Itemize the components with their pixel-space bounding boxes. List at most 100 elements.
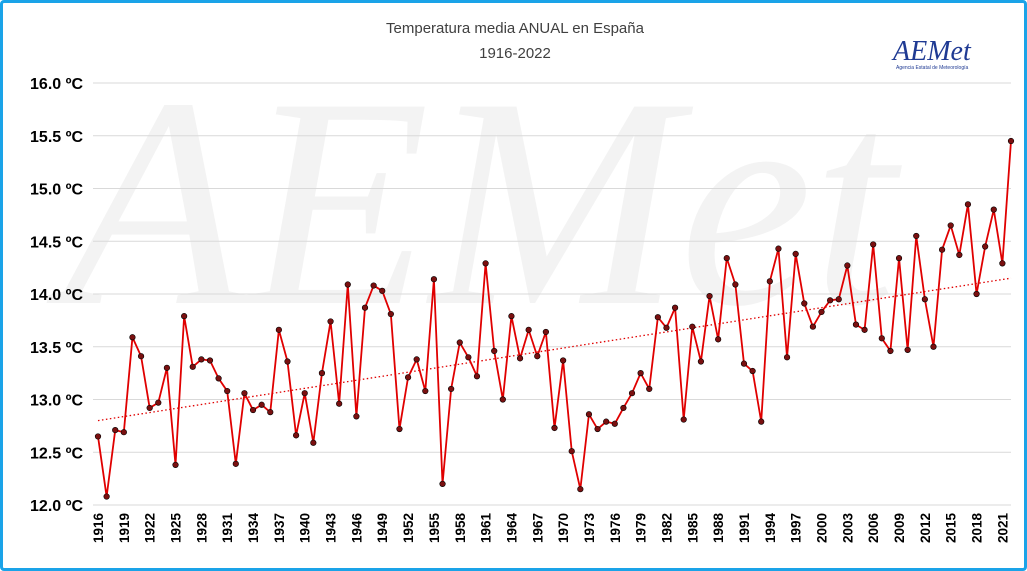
data-point (663, 324, 670, 331)
x-tick-label: 1964 (504, 513, 519, 544)
data-point (680, 416, 687, 423)
x-tick-label: 1943 (324, 513, 339, 544)
x-tick-label: 1961 (479, 513, 494, 544)
x-tick-label: 1970 (556, 513, 571, 543)
data-point (448, 385, 455, 393)
data-point (568, 448, 575, 455)
data-point (249, 406, 257, 414)
logo-subtitle: Agencia Estatal de Meteorología (896, 65, 968, 71)
gridlines (93, 82, 1011, 506)
data-point (172, 461, 179, 469)
data-point (534, 353, 541, 360)
data-point (792, 250, 799, 258)
data-point (878, 335, 885, 342)
x-tick-label: 2015 (944, 513, 959, 544)
data-point (336, 400, 343, 407)
data-point (783, 354, 791, 361)
data-point (241, 390, 248, 397)
data-point (654, 314, 661, 321)
data-point (913, 232, 920, 240)
x-tick-label: 1958 (453, 513, 468, 544)
data-point (361, 304, 369, 311)
data-point (861, 326, 868, 333)
data-point (310, 439, 317, 446)
x-tick-label: 1991 (737, 513, 752, 544)
x-tick-label: 1997 (789, 513, 804, 543)
data-point (551, 424, 558, 432)
data-point (990, 206, 997, 213)
data-point (482, 260, 489, 267)
data-point (646, 385, 653, 393)
data-point (715, 336, 722, 343)
data-point (456, 339, 463, 346)
x-tick-label: 1985 (685, 513, 700, 544)
data-point (224, 387, 231, 395)
x-tick-label: 1949 (375, 513, 390, 543)
aemet-watermark: AEMet (44, 36, 906, 368)
data-point (611, 420, 618, 427)
data-point (396, 425, 403, 433)
x-tick-label: 1988 (711, 513, 726, 544)
data-point (671, 304, 679, 311)
data-point (318, 370, 326, 377)
data-point (112, 426, 119, 434)
y-tick-label: 14.0 ºC (30, 287, 83, 304)
data-point (508, 313, 515, 320)
data-point (689, 323, 696, 330)
data-point (198, 356, 205, 363)
data-point (181, 313, 188, 320)
x-tick-label: 1994 (763, 513, 778, 544)
data-point (258, 401, 265, 408)
data-point (516, 355, 524, 362)
data-point (413, 356, 420, 363)
data-point (956, 251, 963, 259)
y-tick-label: 15.0 ºC (30, 182, 83, 199)
data-point (120, 429, 127, 436)
data-point (473, 373, 481, 380)
data-point (930, 343, 937, 350)
x-tick-label: 1955 (427, 513, 442, 544)
data-point (353, 413, 360, 420)
data-point (422, 387, 429, 395)
x-tick-label: 1982 (659, 513, 674, 543)
data-point (844, 262, 851, 269)
data-point (542, 328, 549, 336)
x-tick-label: 1979 (634, 513, 649, 543)
data-point (697, 358, 705, 365)
data-point (852, 321, 860, 328)
data-point (818, 308, 825, 316)
data-point (620, 404, 627, 412)
data-point (732, 281, 739, 288)
data-point (232, 460, 239, 467)
data-point (603, 418, 610, 425)
x-tick-label: 2006 (866, 513, 881, 544)
data-point (379, 287, 386, 294)
data-point (577, 486, 584, 493)
data-point (155, 399, 162, 406)
data-point (163, 364, 171, 371)
y-tick-label: 14.5 ºC (30, 234, 83, 251)
data-point (1007, 137, 1015, 145)
x-tick-label: 1967 (530, 513, 545, 543)
y-tick-label: 12.5 ºC (30, 445, 83, 462)
data-point (973, 290, 980, 298)
data-point (585, 411, 593, 418)
x-tick-label: 1916 (91, 513, 106, 544)
x-tick-label: 2018 (970, 513, 985, 544)
data-point (637, 370, 644, 377)
data-point (387, 310, 394, 318)
data-point (94, 433, 102, 440)
data-point (293, 432, 300, 439)
y-tick-label: 12.0 ºC (30, 498, 83, 515)
chart-subtitle: 1916-2022 (479, 45, 551, 62)
data-point (594, 425, 601, 433)
data-point (560, 357, 567, 364)
x-tick-label: 1922 (143, 513, 158, 543)
data-point (301, 390, 308, 397)
data-point (835, 296, 842, 303)
data-point (430, 276, 438, 283)
data-point (801, 300, 808, 307)
data-point (525, 326, 532, 333)
data-point (206, 357, 214, 364)
x-tick-label: 1946 (349, 513, 364, 544)
